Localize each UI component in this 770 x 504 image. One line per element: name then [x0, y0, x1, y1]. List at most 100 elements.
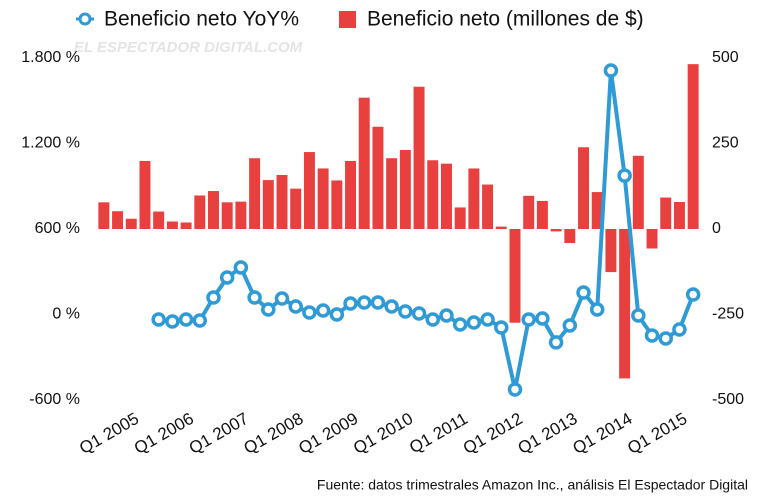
bar — [619, 229, 631, 379]
watermark: EL ESPECTADOR DIGITAL.COM — [74, 39, 303, 56]
bar — [413, 86, 425, 229]
line-marker — [192, 313, 208, 328]
line-marker — [466, 315, 482, 330]
line-marker — [384, 299, 399, 314]
line-marker — [261, 302, 276, 317]
line-marker — [370, 295, 386, 310]
line-marker — [165, 314, 180, 329]
bar — [112, 211, 124, 229]
x-tick-label: Q1 2007 — [186, 409, 252, 458]
line-marker — [494, 320, 509, 335]
line-marker — [302, 305, 317, 320]
bar — [125, 218, 137, 229]
bar — [550, 229, 562, 232]
bar — [660, 197, 672, 229]
line-marker — [589, 302, 605, 317]
bar — [632, 155, 644, 229]
x-tick-label: Q1 2008 — [241, 409, 307, 458]
bar — [440, 163, 452, 229]
line-marker — [548, 335, 564, 350]
line-marker — [617, 168, 632, 183]
line-marker — [439, 308, 454, 323]
x-tick-label: Q1 2013 — [515, 409, 581, 458]
line-marker — [562, 318, 578, 333]
bar — [564, 229, 576, 244]
bar — [166, 221, 178, 229]
line-marker — [672, 322, 687, 337]
line-marker — [233, 260, 249, 275]
bar — [427, 160, 439, 229]
bar — [153, 211, 165, 229]
x-tick-label: Q1 2006 — [131, 409, 197, 458]
line-marker — [329, 307, 345, 322]
bar — [194, 195, 206, 229]
bar — [221, 202, 233, 229]
bar — [249, 158, 261, 229]
bar — [495, 226, 507, 229]
bar — [523, 195, 535, 229]
source-note: Fuente: datos trimestrales Amazon Inc., … — [317, 477, 748, 493]
y-tick-label: 1.200 % — [21, 135, 80, 152]
line-marker — [219, 270, 235, 285]
line-marker — [631, 308, 646, 323]
bar — [372, 126, 384, 229]
bar — [139, 160, 151, 229]
bar — [235, 201, 247, 229]
y-tick-label: 600 % — [35, 220, 80, 237]
bar — [386, 158, 398, 229]
bar — [482, 184, 494, 229]
bar — [687, 64, 699, 229]
legend-label: Beneficio neto YoY% — [104, 8, 299, 31]
line-marker — [576, 285, 591, 300]
bar — [468, 168, 480, 229]
x-tick-label: Q1 2010 — [350, 409, 416, 458]
line-marker — [425, 312, 441, 327]
x-tick-label: Q1 2014 — [569, 409, 635, 458]
line-marker — [247, 290, 262, 305]
bar — [303, 152, 315, 229]
bar — [98, 202, 110, 229]
bar — [345, 160, 357, 229]
y-tick-label: -600 % — [29, 391, 80, 408]
legend-label: Beneficio neto (millones de $) — [367, 8, 644, 31]
bar — [578, 147, 589, 229]
y2-tick-label: -250 — [712, 306, 744, 323]
bar — [208, 191, 219, 229]
line-marker — [288, 299, 303, 314]
bar — [536, 200, 548, 229]
line-marker — [480, 312, 495, 327]
bar — [399, 149, 411, 229]
bar — [290, 188, 302, 229]
x-tick-label: Q1 2011 — [406, 409, 471, 457]
x-tick-label: Q1 2005 — [76, 409, 142, 458]
legend-swatch — [78, 12, 92, 26]
y-tick-label: 1.800 % — [21, 49, 80, 66]
line-marker — [274, 291, 290, 306]
bar — [509, 229, 521, 323]
line-marker — [315, 303, 331, 318]
line-marker — [685, 287, 701, 302]
line-marker — [343, 296, 358, 311]
line-marker — [356, 295, 372, 310]
bar — [591, 192, 603, 229]
line-marker — [535, 311, 550, 326]
y-tick-label: 0 % — [52, 306, 80, 323]
bar — [454, 207, 466, 229]
y2-tick-label: 0 — [712, 220, 721, 237]
bar — [605, 229, 617, 273]
bar — [358, 97, 370, 229]
bar — [180, 222, 192, 229]
line-marker — [644, 328, 660, 343]
line-marker — [452, 317, 468, 332]
bar — [331, 180, 343, 229]
bar — [276, 174, 288, 229]
line-marker — [521, 312, 536, 327]
legend-swatch — [339, 11, 356, 28]
bar — [646, 229, 658, 249]
bar — [262, 180, 274, 229]
x-tick-label: Q1 2009 — [295, 409, 361, 458]
line-marker — [206, 290, 221, 305]
line-marker — [178, 312, 194, 327]
x-tick-label: Q1 2015 — [624, 409, 690, 458]
